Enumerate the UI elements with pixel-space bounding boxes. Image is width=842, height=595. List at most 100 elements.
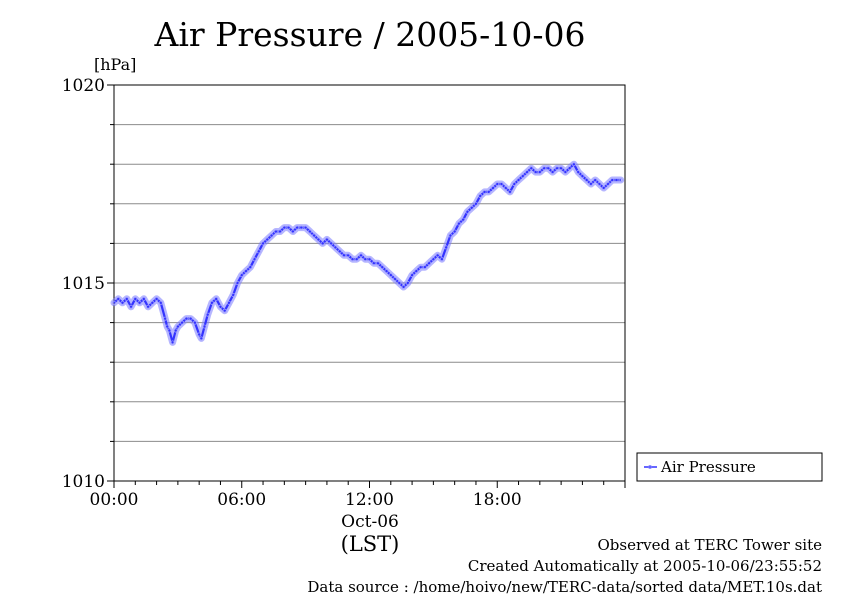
data-point xyxy=(133,296,138,301)
legend-label: Air Pressure xyxy=(660,458,756,476)
data-point xyxy=(495,182,500,186)
data-point xyxy=(231,292,236,297)
data-point xyxy=(137,300,142,305)
data-point xyxy=(167,328,172,333)
data-point xyxy=(580,174,585,179)
data-point xyxy=(290,229,295,234)
data-point xyxy=(563,170,568,175)
y-tick-label: 1010 xyxy=(62,472,105,492)
data-point xyxy=(512,182,517,186)
data-point xyxy=(427,261,432,266)
data-point xyxy=(444,245,449,250)
y-axis-tick-labels: 1010 1015 1020 xyxy=(62,76,105,492)
data-point xyxy=(320,241,325,246)
data-point xyxy=(154,296,159,301)
data-point xyxy=(525,170,530,175)
data-point xyxy=(350,257,355,262)
data-point xyxy=(278,229,283,234)
data-point xyxy=(227,300,231,305)
data-point xyxy=(175,324,180,329)
data-point xyxy=(307,229,312,234)
data-point xyxy=(614,178,619,182)
data-point xyxy=(299,225,304,230)
data-point xyxy=(559,166,564,171)
data-point xyxy=(273,229,278,234)
footer-data-source: Data source : /home/hoivo/new/TERC-data/… xyxy=(307,578,822,595)
data-point xyxy=(146,304,151,309)
data-point xyxy=(359,253,363,258)
data-point xyxy=(461,217,466,222)
data-point xyxy=(324,237,329,242)
data-point xyxy=(180,320,185,325)
data-point xyxy=(405,281,410,285)
chart-title: Air Pressure / 2005-10-06 xyxy=(154,15,586,54)
data-point xyxy=(163,316,168,321)
data-point xyxy=(150,300,155,305)
data-point xyxy=(129,304,133,309)
data-point xyxy=(170,340,175,345)
data-point xyxy=(422,265,427,270)
data-point xyxy=(550,170,555,175)
legend-box xyxy=(636,452,823,482)
data-point xyxy=(218,304,223,309)
data-point xyxy=(584,178,589,182)
data-point xyxy=(265,237,270,242)
data-point xyxy=(606,182,610,186)
legend-marker-icon xyxy=(648,465,652,469)
data-point xyxy=(384,269,389,274)
data-point xyxy=(576,170,581,175)
data-point xyxy=(205,312,210,317)
data-point xyxy=(371,261,376,266)
gridlines xyxy=(114,124,625,442)
x-axis-tick-labels: 00:00 06:00 12:00 18:00 xyxy=(90,490,522,510)
data-point xyxy=(418,265,423,270)
data-point xyxy=(367,257,372,262)
data-point xyxy=(380,265,385,270)
data-point xyxy=(465,209,470,214)
series-group xyxy=(110,160,625,346)
x-tick-label: 18:00 xyxy=(473,490,522,510)
data-point xyxy=(397,281,402,285)
data-point xyxy=(337,249,342,254)
data-point xyxy=(197,332,202,337)
data-point xyxy=(448,233,453,238)
data-point xyxy=(261,241,265,246)
data-point xyxy=(533,170,538,175)
data-point xyxy=(312,233,317,238)
data-point xyxy=(469,205,474,210)
series-halo xyxy=(110,160,625,346)
data-point xyxy=(516,178,521,182)
footer-created: Created Automatically at 2005-10-06/23:5… xyxy=(468,557,822,575)
data-point xyxy=(222,308,227,313)
data-point xyxy=(252,257,257,262)
data-point xyxy=(571,162,576,167)
data-point xyxy=(214,296,219,301)
x-axis-date-label: Oct-06 xyxy=(341,512,399,532)
data-point xyxy=(269,233,274,238)
data-point xyxy=(141,296,146,301)
data-point xyxy=(329,241,334,246)
data-point xyxy=(491,186,495,190)
x-tick-label: 12:00 xyxy=(345,490,394,510)
data-point xyxy=(192,320,197,325)
data-point xyxy=(158,300,163,305)
data-point xyxy=(610,178,615,182)
data-point xyxy=(184,316,189,321)
data-point xyxy=(376,261,380,266)
data-point xyxy=(282,225,287,230)
data-point xyxy=(474,201,478,206)
data-point xyxy=(199,336,204,341)
data-point xyxy=(601,186,606,190)
data-point xyxy=(593,178,598,182)
data-point xyxy=(244,269,248,274)
data-point xyxy=(452,229,457,234)
data-point xyxy=(554,166,559,171)
data-point xyxy=(388,273,393,278)
data-point xyxy=(537,170,542,175)
data-point xyxy=(209,300,214,305)
data-point xyxy=(239,273,244,278)
data-point xyxy=(478,193,483,198)
x-axis-label: (LST) xyxy=(341,532,400,556)
data-point xyxy=(295,225,300,230)
data-point xyxy=(546,166,551,171)
